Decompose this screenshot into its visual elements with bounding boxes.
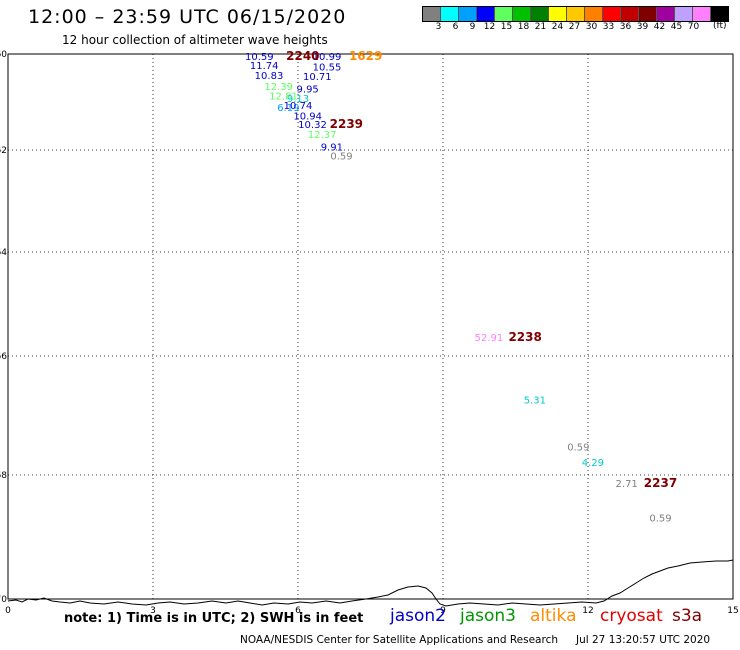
wave-height-value: 5.31 — [524, 396, 546, 407]
y-tick-label: -66 — [0, 352, 7, 362]
scale-swatch — [585, 7, 603, 21]
wave-height-value: 9.13 — [287, 94, 309, 105]
scale-swatch — [549, 7, 567, 21]
wave-height-value: 10.99 — [313, 52, 342, 63]
map-note: note: 1) Time is in UTC; 2) SWH is in fe… — [64, 611, 364, 626]
footer: NOAA/NESDIS Center for Satellite Applica… — [240, 634, 710, 646]
wave-height-value: 6.19 — [277, 103, 299, 114]
x-tick-label: 9 — [440, 606, 446, 616]
footer-org: NOAA/NESDIS Center for Satellite Applica… — [240, 634, 558, 646]
scale-swatch — [531, 7, 549, 21]
wave-height-value: 4.29 — [582, 458, 604, 469]
scale-label: 30 — [585, 22, 598, 32]
wave-height-value: 52.91 — [475, 333, 504, 344]
legend-item-jason2: jason2 — [390, 606, 446, 626]
scale-swatch — [711, 7, 728, 21]
scale-swatch — [423, 7, 441, 21]
wave-height-value: 11.74 — [250, 61, 279, 72]
legend-item-cryosat: cryosat — [600, 606, 663, 626]
map-axis-labels: 0 3 6 9 12 15 -60 -62 -64 -66 -68 -70 — [0, 50, 739, 616]
scale-swatch — [603, 7, 621, 21]
scale-swatch — [513, 7, 531, 21]
pass-time-label: 1629 — [349, 49, 382, 63]
scale-label: 3 — [435, 22, 442, 32]
scale-label: 33 — [602, 22, 615, 32]
pass-time-label: 2238 — [508, 330, 541, 344]
scale-label: 9 — [469, 22, 476, 32]
scale-label: 12 — [483, 22, 496, 32]
wave-height-value: 10.71 — [303, 72, 332, 83]
scale-label: 39 — [636, 22, 649, 32]
color-scale-unit: (ft) — [713, 21, 727, 31]
y-tick-label: -62 — [0, 146, 7, 156]
wave-height-value: 0.59 — [649, 513, 671, 524]
legend-item-s3a: s3a — [672, 606, 703, 626]
legend-item-jason3: jason3 — [460, 606, 516, 626]
wave-height-value: 2.71 — [616, 479, 638, 490]
wave-height-value: 9.95 — [297, 85, 319, 96]
scale-swatch — [477, 7, 495, 21]
scale-label: 27 — [568, 22, 581, 32]
y-tick-label: -68 — [0, 471, 7, 481]
wave-height-value: 9.91 — [321, 143, 343, 154]
footer-timestamp: Jul 27 13:20:57 UTC 2020 — [576, 634, 711, 646]
map-frame — [7, 53, 734, 600]
wave-height-value: 10.32 — [298, 120, 327, 131]
wave-height-value: 10.83 — [255, 71, 284, 82]
scale-swatch — [495, 7, 513, 21]
page-subtitle: 12 hour collection of altimeter wave hei… — [62, 33, 328, 47]
scale-swatch — [657, 7, 675, 21]
scale-label: 70 — [687, 22, 700, 32]
x-tick-label: 6 — [295, 606, 301, 616]
legend-item-altika: altika — [530, 606, 577, 626]
scale-swatch — [693, 7, 711, 21]
pass-time-label: 2240 — [286, 49, 319, 63]
scale-label: 42 — [653, 22, 666, 32]
scale-label: 18 — [517, 22, 530, 32]
pass-labels: 2240 1629 2239 2238 2237 — [286, 49, 677, 490]
scale-label: 6 — [452, 22, 459, 32]
scale-label: 45 — [670, 22, 683, 32]
wave-height-value: 10.74 — [284, 101, 313, 112]
x-tick-label: 0 — [5, 606, 11, 616]
wave-height-value: 12.37 — [308, 130, 337, 141]
scale-label: 36 — [619, 22, 632, 32]
scale-swatch — [675, 7, 693, 21]
scale-label: 24 — [551, 22, 564, 32]
x-tick-label: 15 — [727, 606, 738, 616]
scale-label: 15 — [500, 22, 513, 32]
x-tick-label: 12 — [582, 606, 593, 616]
wave-height-value: 10.55 — [313, 63, 342, 74]
scale-swatch — [459, 7, 477, 21]
map-grid — [7, 53, 734, 600]
pass-time-label: 2239 — [330, 117, 363, 131]
scale-label: 21 — [534, 22, 547, 32]
color-scale-bar — [422, 6, 729, 22]
pass-time-label: 2237 — [644, 476, 677, 490]
wave-height-value: 0.59 — [330, 152, 352, 163]
y-tick-label: -60 — [0, 50, 7, 60]
scale-swatch — [621, 7, 639, 21]
x-tick-label: 3 — [150, 606, 156, 616]
scale-swatch — [567, 7, 585, 21]
wave-height-value: 10.59 — [245, 52, 274, 63]
page-title: 12:00 – 23:59 UTC 06/15/2020 — [28, 6, 347, 28]
wave-height-value: 10.94 — [293, 112, 322, 123]
y-tick-label: -70 — [0, 595, 7, 605]
scale-swatch — [639, 7, 657, 21]
wave-height-value: 12.81 — [269, 91, 298, 102]
wave-height-value: 12.39 — [264, 82, 293, 93]
wave-height-value: 0.59 — [567, 443, 589, 454]
y-tick-label: -64 — [0, 248, 7, 258]
scale-swatch — [441, 7, 459, 21]
coastline — [7, 559, 734, 607]
